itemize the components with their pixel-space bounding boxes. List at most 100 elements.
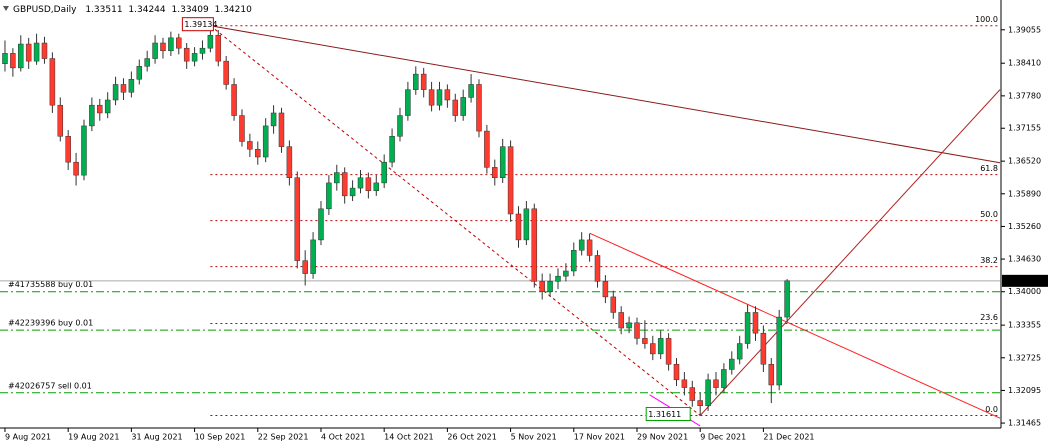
candle-body xyxy=(784,280,790,318)
candle-body xyxy=(634,322,640,339)
candle-body xyxy=(642,338,648,344)
candle-body xyxy=(49,58,56,106)
candle-body xyxy=(452,99,459,116)
candle-body xyxy=(594,255,601,282)
fibo-level-label: 100.0 xyxy=(975,15,998,24)
candle-body xyxy=(476,84,482,132)
x-tick-label: 10 Sep 2021 xyxy=(195,433,246,442)
quote-open: 1.33511 xyxy=(85,5,122,15)
candle-body xyxy=(760,332,767,365)
order-label: #41735588 buy 0.01 xyxy=(8,280,93,289)
x-tick-label: 29 Nov 2021 xyxy=(637,433,688,442)
candle-body xyxy=(563,270,569,277)
candle-body xyxy=(618,312,624,329)
candle-body xyxy=(602,281,609,298)
current-price-box xyxy=(1002,274,1048,287)
y-tick-label: 1.38410 xyxy=(1008,59,1041,68)
candle-body xyxy=(776,316,782,386)
candle-body xyxy=(697,400,703,406)
y-tick-label: 1.33355 xyxy=(1008,321,1041,330)
candle-body xyxy=(531,208,538,282)
x-tick-label: 19 Aug 2021 xyxy=(68,433,119,442)
x-tick-label: 4 Oct 2021 xyxy=(321,433,365,442)
candle-body xyxy=(365,177,372,191)
candle-body xyxy=(286,146,293,178)
y-tick-label: 1.32095 xyxy=(1008,386,1041,395)
candle-body xyxy=(334,172,340,184)
header: GBPUSD,Daily 1.33511 1.34244 1.33409 1.3… xyxy=(13,5,252,15)
candle-body xyxy=(57,104,64,137)
fibo-high-box xyxy=(181,17,214,32)
candle-body xyxy=(428,89,435,106)
candle-body xyxy=(294,177,301,261)
candle-body xyxy=(247,141,253,150)
candle-body xyxy=(2,53,8,64)
order-label: #42026757 sell 0.01 xyxy=(8,381,92,390)
fibo-low-box xyxy=(645,407,691,422)
fibo-level-label: 38.2 xyxy=(980,256,998,265)
y-tick-label: 1.37780 xyxy=(1008,91,1041,100)
candle-body xyxy=(168,37,174,52)
candle-body xyxy=(326,182,332,210)
candle-body xyxy=(460,97,466,116)
symbol: GBPUSD,Daily xyxy=(13,5,77,15)
candle-body xyxy=(729,358,735,370)
y-tick-label: 1.36520 xyxy=(1008,157,1041,166)
candle-body xyxy=(444,89,451,101)
candle-body xyxy=(539,281,545,292)
trendline xyxy=(589,232,1001,419)
candle-body xyxy=(73,161,79,176)
candle-body xyxy=(97,104,103,114)
candle-body xyxy=(657,338,664,355)
y-tick-label: 1.35260 xyxy=(1008,222,1041,231)
candle-body xyxy=(744,312,751,344)
x-tick-label: 9 Dec 2021 xyxy=(700,433,746,442)
candle-body xyxy=(578,239,585,251)
y-tick-label: 1.37155 xyxy=(1008,124,1041,133)
fibo-level-label: 50.0 xyxy=(980,210,998,219)
candle-body xyxy=(420,73,427,90)
fibo-high-label: 1.39134 xyxy=(184,20,217,29)
y-tick-label: 1.32725 xyxy=(1008,353,1041,362)
candle-body xyxy=(681,379,688,388)
fibo-level-label: 0.0 xyxy=(985,405,998,414)
candle-body xyxy=(586,239,593,256)
candle-body xyxy=(515,213,522,241)
candle-body xyxy=(713,379,719,388)
candle-body xyxy=(397,115,403,137)
candle-body xyxy=(18,43,24,69)
candle-body xyxy=(65,136,71,163)
candle-body xyxy=(120,84,127,93)
candle-body xyxy=(136,66,143,80)
y-tick-label: 1.34630 xyxy=(1008,255,1041,264)
candle-body xyxy=(768,364,775,386)
candle-body xyxy=(673,364,680,381)
candle-body xyxy=(41,42,48,59)
current-price-label: 1.34210 xyxy=(1008,276,1041,285)
candle-body xyxy=(183,47,190,62)
candle-body xyxy=(341,172,348,197)
y-tick-label: 1.31465 xyxy=(1008,419,1041,428)
candle-body xyxy=(436,89,443,106)
y-tick-label: 1.39055 xyxy=(1008,25,1041,34)
candle-body xyxy=(555,275,561,282)
y-tick-label: 1.34000 xyxy=(1008,287,1041,296)
candle-body xyxy=(381,161,387,184)
candle-body xyxy=(665,338,672,365)
trendline xyxy=(210,25,1001,164)
candle-body xyxy=(499,146,506,178)
candle-body xyxy=(626,322,632,329)
trendline xyxy=(699,89,1001,416)
y-tick-label: 1.35890 xyxy=(1008,189,1041,198)
x-tick-label: 31 Aug 2021 xyxy=(131,433,182,442)
candle-body xyxy=(191,53,198,62)
x-tick-label: 21 Dec 2021 xyxy=(763,433,814,442)
candle-body xyxy=(81,125,87,176)
candle-body xyxy=(278,112,285,147)
fibo-diagonal xyxy=(210,25,701,416)
x-tick-label: 26 Oct 2021 xyxy=(447,433,496,442)
x-tick-label: 22 Sep 2021 xyxy=(258,433,309,442)
candle-body xyxy=(231,84,237,116)
candle-body xyxy=(413,73,419,90)
candle-body xyxy=(128,79,135,93)
